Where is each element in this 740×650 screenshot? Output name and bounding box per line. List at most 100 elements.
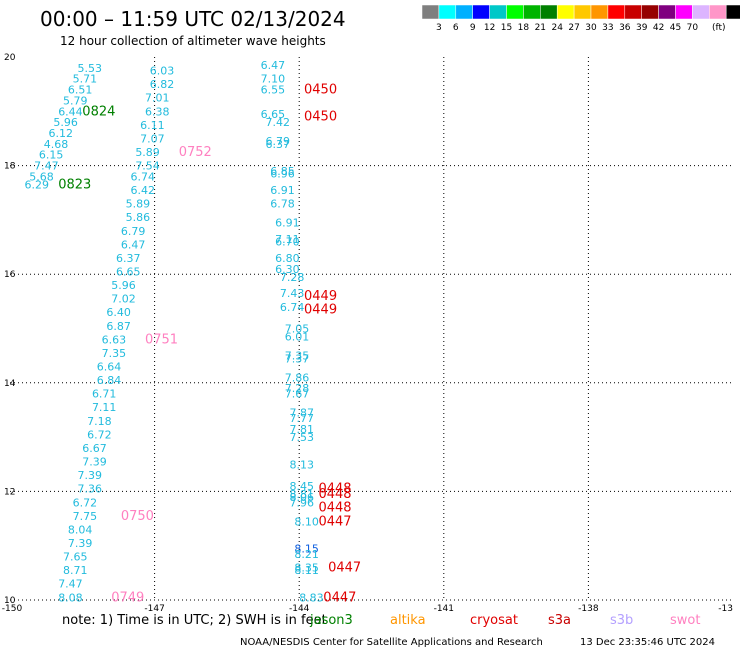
wave-height-value: 7.54 [135,160,160,173]
wave-height-value: 7.39 [82,456,107,469]
wave-height-value: 6.37 [116,252,141,265]
wave-height-value: 7.35 [102,347,127,360]
wave-height-value: 7.28 [280,271,305,284]
wave-height-value: 8.45 [290,480,315,493]
pass-time-label: 0448 [318,487,351,502]
colorbar-label: 21 [535,23,546,33]
wave-height-value: 7.05 [285,323,310,336]
colorbar-label: 15 [501,23,512,33]
wave-height-value: 5.68 [29,170,53,183]
legend-entry: altika [390,613,426,628]
pass-time-label: 0448 [318,501,351,516]
wave-height-value: 8.06 [290,491,315,504]
wave-height-value: 6.87 [106,320,130,333]
colorbar-swatch [675,4,693,20]
page-title: 00:00 – 11:59 UTC 02/13/2024 [40,7,346,31]
colorbar-label: 12 [484,23,495,33]
wave-height-value: 6.85 [270,165,295,178]
wave-height-value: 5.53 [77,62,102,75]
colorbar-swatch [472,4,490,20]
wave-height-value: 7.11 [275,233,300,246]
wave-height-value: 7.11 [92,401,117,414]
wave-height-value: 7.65 [63,551,88,564]
wave-height-value: 7.47 [34,160,59,173]
wave-height-value: 6.51 [68,84,93,97]
y-tick-label: 18 [4,162,16,172]
wave-height-value: 5.79 [63,94,88,107]
wave-height-value: 6.65 [116,265,141,278]
wave-height-value: 8.15 [294,542,319,555]
wave-height-value: 7.07 [140,132,165,145]
colorbar-label: 24 [551,23,563,33]
legend-entry: cryosat [470,613,518,628]
y-tick-label: 20 [4,53,16,63]
wave-height-value: 7.43 [280,287,305,300]
colorbar-unit: (ft) [712,23,726,33]
colorbar-swatch [489,4,507,20]
wave-height-value: 6.47 [121,238,146,251]
pass-time-label: 0750 [121,509,154,524]
wave-height-value: 7.42 [265,116,290,129]
wave-height-value: 6.15 [39,149,64,162]
wave-height-value: 7.86 [285,371,310,384]
colorbar-label: 6 [453,23,459,33]
colorbar-label: 45 [670,23,681,33]
wave-height-value: 7.53 [290,431,315,444]
wave-height-value: 5.89 [126,198,150,211]
y-tick-label: 12 [4,487,15,497]
wave-height-value: 7.01 [145,92,170,105]
colorbar-swatch [573,4,592,20]
colorbar-swatch [523,4,541,20]
y-tick-label: 14 [4,379,16,389]
colorbar: 3 6 9 12 15 18 21 24 27 30 33 36 39 42 45 70 [421,4,740,33]
wave-height-value: 5.71 [73,73,98,86]
wave-height-value: 7.67 [285,388,310,401]
wave-height-value: 6.79 [265,135,290,148]
wave-height-value: 6.47 [261,59,286,72]
pass-time-label: 0449 [304,302,337,317]
wave-height-value: 6.79 [121,225,146,238]
wave-height-value: 7.37 [285,352,310,365]
wave-height-value: 6.42 [131,184,156,197]
timestamp-text: 13 Dec 23:35:46 UTC 2024 [580,637,715,648]
colorbar-swatch [556,4,575,20]
wave-height-value: 8.83 [299,591,324,604]
wave-height-value: 6.40 [106,306,130,319]
wave-height-value: 8.11 [294,564,319,577]
colorbar-label: 3 [436,23,442,33]
wave-height-value: 7.28 [285,382,310,395]
pass-time-label: 0447 [323,590,356,605]
pass-time-label: 0449 [304,289,337,304]
wave-height-value: 6.82 [150,78,175,91]
colorbar-label: 18 [518,23,530,33]
wave-height-value: 5.96 [111,279,136,292]
map-grid [10,57,733,601]
wave-height-value: 7.87 [290,407,315,420]
colorbar-label: 30 [585,23,597,33]
wave-height-value: 7.18 [87,415,112,428]
wave-height-value: 6.96 [270,168,295,181]
wave-height-value: 5.89 [135,146,160,159]
wave-height-value: 7.96 [290,496,315,509]
colorbar-swatch [692,4,710,20]
wave-height-value: 6.64 [97,361,122,374]
satellite-legend: jason3 altika cryosat s3a s3b swot [309,613,700,628]
pass-time-label: 0752 [179,145,212,160]
colorbar-label: 9 [470,23,476,33]
wave-height-value: 8.21 [294,548,319,561]
colorbar-swatch [540,4,558,20]
wave-height-value: 7.10 [261,73,286,86]
y-tick-label: 10 [4,596,16,606]
wave-height-value: 6.37 [265,138,290,151]
wave-height-value: 6.78 [270,198,295,211]
wave-height-labels: 5.535.716.515.796.445.966.124.686.157.47… [24,59,361,605]
wave-height-value: 6.91 [275,217,300,230]
wave-height-value: 6.01 [285,331,310,344]
colorbar-swatch [709,4,727,20]
pass-time-label: 0447 [318,514,351,529]
y-tick-label: 16 [4,270,16,280]
wave-height-value: 8.35 [294,561,319,574]
credit-text: NOAA/NESDIS Center for Satellite Applica… [240,637,543,648]
wave-height-value: 7.36 [77,483,102,496]
